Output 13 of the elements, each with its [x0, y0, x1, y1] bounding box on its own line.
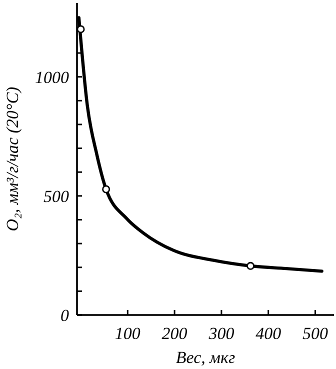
x-tick-label: 500	[302, 324, 328, 343]
point	[102, 185, 110, 194]
x-tick-label: 100	[114, 324, 141, 343]
point	[76, 25, 85, 34]
y-tick-label: 500	[44, 186, 70, 206]
y-tick-label: 1000	[35, 68, 70, 87]
x-tick-label: 300	[208, 324, 235, 343]
point	[246, 262, 255, 270]
y-axis-title: O₂, мм³/г/час (20°C)	[3, 86, 22, 232]
y-tick-label: 0	[60, 306, 70, 325]
x-tick-label: 200	[162, 324, 188, 343]
x-tick-label: 400	[256, 324, 282, 343]
x-axis-title: Вес, мкг	[176, 348, 236, 367]
